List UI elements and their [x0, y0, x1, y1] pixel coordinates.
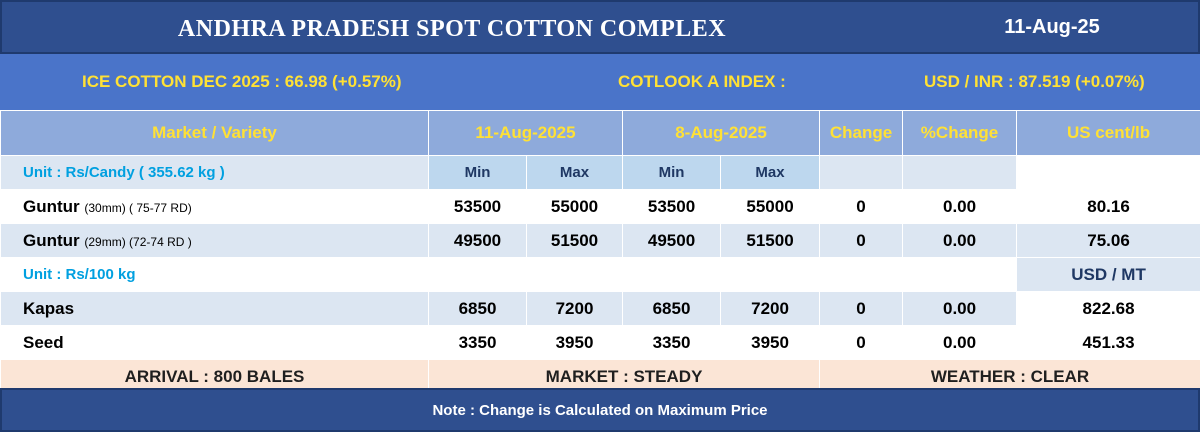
variety-spec: (29mm) (72-74 RD ): [84, 234, 192, 249]
max-current: 51500: [525, 223, 624, 258]
min-previous: 6850: [622, 291, 722, 326]
min-label: Min: [622, 155, 722, 190]
note-bar: Note : Change is Calculated on Maximum P…: [0, 388, 1200, 432]
table-row: Guntur (29mm) (72-74 RD ) 49500 51500 49…: [0, 223, 1200, 258]
variety-name: Seed: [0, 325, 429, 360]
pct-change-value: 0.00: [902, 223, 1018, 258]
variety-cell: Guntur (30mm) ( 75-77 RD): [0, 189, 429, 224]
usd-inr-quote: USD / INR : 87.519 (+0.07%): [924, 72, 1145, 91]
price-table: Market / Variety 11-Aug-2025 8-Aug-2025 …: [0, 110, 1200, 394]
min-current: 53500: [428, 189, 527, 224]
header-change: Change: [819, 110, 904, 156]
unit-candy-row: Unit : Rs/Candy ( 355.62 kg ) Min Max Mi…: [0, 155, 1200, 190]
unit-100kg-label: Unit : Rs/100 kg: [0, 257, 429, 292]
change-value: 0: [819, 189, 904, 224]
variety-spec: (30mm) ( 75-77 RD): [84, 200, 192, 215]
change-value: 0: [819, 291, 904, 326]
header-pct-change: %Change: [902, 110, 1018, 156]
min-current: 3350: [428, 325, 527, 360]
report-date: 11-Aug-25: [1004, 16, 1100, 38]
note-text: Note : Change is Calculated on Maximum P…: [432, 402, 768, 419]
pct-change-value: 0.00: [902, 291, 1018, 326]
market-indicators-bar: ICE COTTON DEC 2025 : 66.98 (+0.57%) COT…: [0, 54, 1200, 110]
empty-cell: [622, 257, 722, 292]
header-us-cent: US cent/lb: [1016, 110, 1200, 156]
pct-change-value: 0.00: [902, 325, 1018, 360]
header-market-variety: Market / Variety: [0, 110, 429, 156]
table-row: Seed 3350 3950 3350 3950 0 0.00 451.33: [0, 325, 1200, 360]
empty-cell: [428, 257, 527, 292]
ice-cotton-quote: ICE COTTON DEC 2025 : 66.98 (+0.57%): [82, 72, 402, 91]
usd-value: 822.68: [1016, 291, 1200, 326]
unit-100kg-row: Unit : Rs/100 kg USD / MT: [0, 257, 1200, 292]
usd-value: 451.33: [1016, 325, 1200, 360]
min-label: Min: [428, 155, 527, 190]
table-row: Guntur (30mm) ( 75-77 RD) 53500 55000 53…: [0, 189, 1200, 224]
empty-cell: [1016, 155, 1200, 190]
variety-name: Kapas: [0, 291, 429, 326]
max-label: Max: [525, 155, 624, 190]
empty-cell: [720, 257, 821, 292]
empty-cell: [819, 257, 904, 292]
market-status: MARKET : STEADY: [427, 359, 821, 394]
max-current: 55000: [525, 189, 624, 224]
table-row: Kapas 6850 7200 6850 7200 0 0.00 822.68: [0, 291, 1200, 326]
min-current: 6850: [428, 291, 527, 326]
empty-cell: [902, 257, 1018, 292]
variety-cell: Guntur (29mm) (72-74 RD ): [0, 223, 429, 258]
title-bar: ANDHRA PRADESH SPOT COTTON COMPLEX 11-Au…: [0, 0, 1200, 54]
pct-change-value: 0.00: [902, 189, 1018, 224]
change-value: 0: [819, 223, 904, 258]
header-date-previous: 8-Aug-2025: [622, 110, 821, 156]
max-current: 7200: [525, 291, 624, 326]
header-date-current: 11-Aug-2025: [427, 110, 624, 156]
unit-candy-label: Unit : Rs/Candy ( 355.62 kg ): [0, 155, 429, 190]
min-current: 49500: [428, 223, 527, 258]
max-previous: 55000: [720, 189, 821, 224]
max-previous: 3950: [720, 325, 821, 360]
min-previous: 53500: [622, 189, 722, 224]
min-previous: 49500: [622, 223, 722, 258]
cotlook-index: COTLOOK A INDEX :: [618, 72, 786, 91]
usd-mt-label: USD / MT: [1016, 257, 1200, 292]
variety-name: Guntur: [23, 196, 80, 216]
min-previous: 3350: [622, 325, 722, 360]
report-title: ANDHRA PRADESH SPOT COTTON COMPLEX: [177, 16, 727, 42]
usd-value: 80.16: [1016, 189, 1200, 224]
change-value: 0: [819, 325, 904, 360]
header-row: Market / Variety 11-Aug-2025 8-Aug-2025 …: [0, 110, 1200, 156]
empty-cell: [902, 155, 1018, 190]
empty-cell: [525, 257, 624, 292]
max-current: 3950: [525, 325, 624, 360]
empty-cell: [819, 155, 904, 190]
variety-name: Guntur: [23, 230, 80, 250]
max-label: Max: [720, 155, 821, 190]
max-previous: 51500: [720, 223, 821, 258]
max-previous: 7200: [720, 291, 821, 326]
usd-value: 75.06: [1016, 223, 1200, 258]
